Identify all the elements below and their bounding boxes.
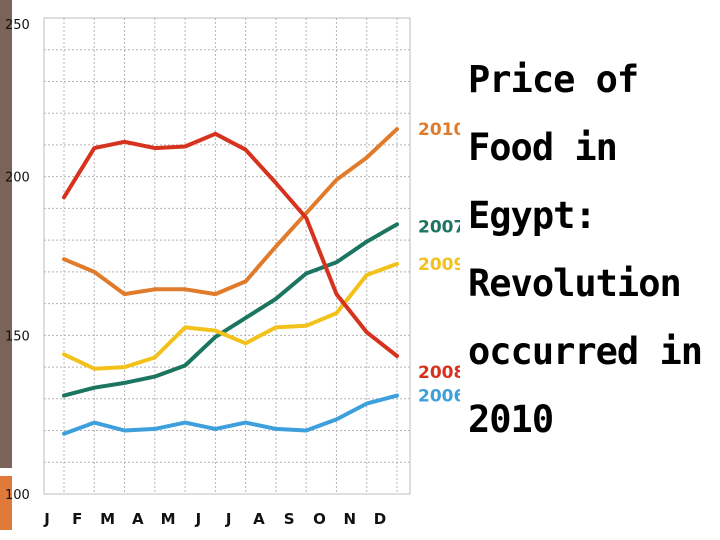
series-lines — [62, 127, 399, 436]
series-line-2008 — [62, 131, 399, 358]
x-tick-label: F — [72, 510, 82, 528]
x-tick-label: M — [161, 510, 176, 528]
y-axis-ticks: 100 150 200 250 — [5, 18, 30, 503]
x-tick-label: J — [195, 510, 202, 528]
y-tick-label: 200 — [5, 171, 30, 186]
y-tick-label: 150 — [5, 329, 30, 344]
y-tick-label: 250 — [5, 18, 30, 33]
series-line-2009 — [62, 261, 399, 371]
series-line-2007 — [62, 222, 399, 398]
series-labels: 2010 2007 2009 2008 2006 — [418, 120, 460, 407]
series-label-2008: 2008 — [418, 363, 460, 383]
x-tick-label: M — [100, 510, 115, 528]
x-tick-label: A — [253, 510, 265, 528]
x-tick-label: A — [132, 510, 144, 528]
slide-side-bar — [0, 0, 12, 468]
series-line-2010 — [62, 127, 399, 297]
series-label-2009: 2009 — [418, 255, 460, 275]
x-tick-label: J — [43, 510, 50, 528]
x-tick-label: D — [374, 510, 386, 528]
x-tick-label: N — [343, 510, 356, 528]
slide-accent-block — [0, 476, 12, 530]
series-line-2006 — [62, 393, 399, 436]
grid-lines — [44, 18, 410, 494]
slide-title: Price of Food in Egypt: Revolution occur… — [468, 58, 703, 441]
y-tick-label: 100 — [5, 488, 30, 503]
x-tick-label: O — [313, 510, 326, 528]
x-tick-label: S — [284, 510, 295, 528]
series-label-2006: 2006 — [418, 387, 460, 407]
x-tick-label: J — [225, 510, 232, 528]
series-label-2007: 2007 — [418, 217, 460, 237]
series-label-2010: 2010 — [418, 120, 460, 140]
